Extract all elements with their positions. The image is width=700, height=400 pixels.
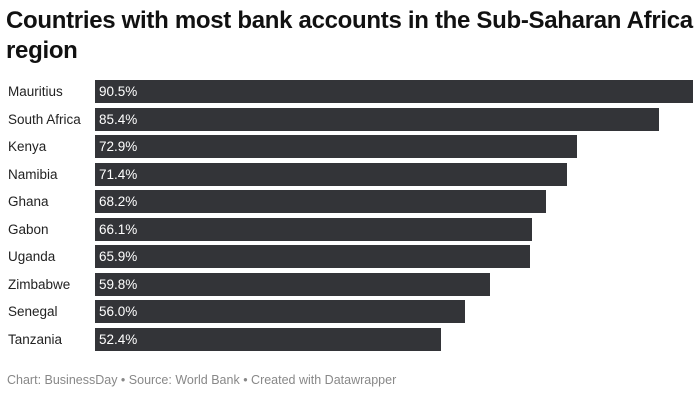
bar-row: Ghana 68.2% bbox=[0, 190, 700, 213]
category-label: Senegal bbox=[8, 304, 58, 319]
bar: 66.1% bbox=[95, 217, 532, 241]
bar: 72.9% bbox=[95, 135, 577, 158]
value-label: 66.1% bbox=[99, 221, 138, 237]
category-label: Gabon bbox=[8, 221, 49, 237]
bar: 59.8% bbox=[95, 272, 490, 296]
category-label: Ghana bbox=[8, 194, 49, 209]
value-label: 59.8% bbox=[99, 276, 138, 292]
bar: 90.5% bbox=[95, 80, 693, 103]
bar-row: Kenya 72.9% bbox=[0, 135, 700, 158]
bar-row: Namibia 71.4% bbox=[0, 162, 700, 186]
value-label: 56.0% bbox=[99, 304, 138, 319]
value-label: 68.2% bbox=[99, 194, 138, 209]
category-label: Namibia bbox=[8, 166, 58, 182]
bar: 71.4% bbox=[95, 162, 567, 186]
category-label: Tanzania bbox=[8, 331, 63, 347]
value-label: 85.4% bbox=[99, 111, 138, 127]
value-label: 71.4% bbox=[99, 166, 138, 182]
category-label: Uganda bbox=[8, 249, 56, 264]
bar: 56.0% bbox=[95, 300, 465, 323]
bar-row: Senegal 56.0% bbox=[0, 300, 700, 323]
bar-row: South Africa 85.4% bbox=[0, 107, 700, 131]
value-label: 72.9% bbox=[99, 139, 138, 154]
bar: 52.4% bbox=[95, 327, 441, 351]
category-label: Mauritius bbox=[8, 84, 63, 99]
bar-row: Tanzania 52.4% bbox=[0, 327, 700, 351]
chart-title: Countries with most bank accounts in the… bbox=[6, 7, 693, 64]
value-label: 65.9% bbox=[99, 249, 138, 264]
bar: 85.4% bbox=[95, 107, 659, 131]
category-label: Zimbabwe bbox=[8, 276, 71, 292]
chart-footer: Chart: BusinessDay • Source: World Bank … bbox=[7, 373, 397, 387]
category-label: South Africa bbox=[8, 111, 81, 127]
category-label: Kenya bbox=[8, 139, 47, 154]
bar-row: Gabon 66.1% bbox=[0, 217, 700, 241]
value-label: 90.5% bbox=[99, 84, 138, 99]
bar-row: Uganda 65.9% bbox=[0, 245, 700, 268]
bar: 68.2% bbox=[95, 190, 546, 213]
value-label: 52.4% bbox=[99, 331, 138, 347]
bar: 65.9% bbox=[95, 245, 530, 268]
bar-row: Mauritius 90.5% bbox=[0, 80, 700, 103]
bar-row: Zimbabwe 59.8% bbox=[0, 272, 700, 296]
